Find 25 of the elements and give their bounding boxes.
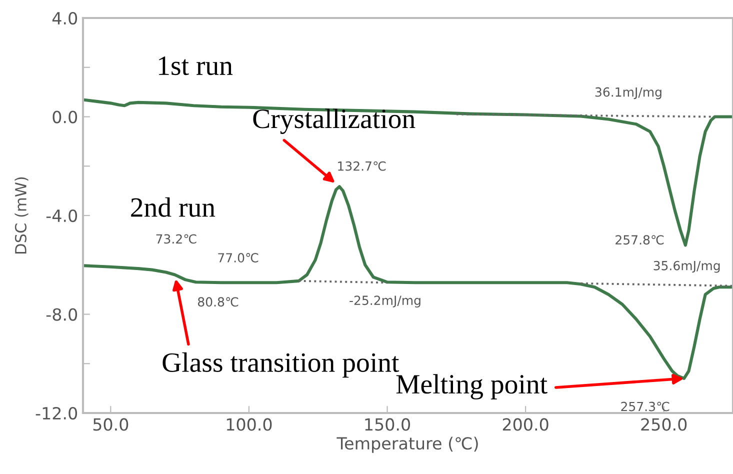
- annotation: Crystallization: [253, 108, 416, 134]
- x-tick-label: 200.0: [502, 418, 548, 431]
- annotation: 257.3℃: [621, 402, 670, 412]
- annotation: 2nd run: [131, 197, 216, 217]
- annotation: 36.1mJ/mg: [595, 87, 662, 100]
- x-tick-label: 100.0: [226, 418, 272, 431]
- annotation: 132.7℃: [338, 161, 386, 171]
- annotation: 1st run: [159, 56, 233, 76]
- y-tick-label: -12.0: [36, 406, 78, 420]
- annotation: 35.6mJ/mg: [654, 260, 720, 273]
- y-tick-label: 0.0: [52, 110, 78, 124]
- x-axis-title: Temperature (℃): [336, 436, 478, 453]
- x-tick-label: 50.0: [93, 418, 128, 431]
- annotation: 257.8℃: [616, 235, 664, 245]
- x-tick-label: 150.0: [365, 418, 410, 431]
- y-tick-label: -8.0: [46, 308, 78, 321]
- y-tick-label: 4.0: [52, 12, 78, 25]
- annotation: 73.2℃: [156, 234, 196, 244]
- annotation: -25.2mJ/mg: [350, 296, 420, 308]
- y-tick-label: -4.0: [46, 209, 78, 222]
- x-tick-label: 250.0: [641, 418, 687, 431]
- line-series: [83, 98, 733, 247]
- annotation: 77.0℃: [218, 253, 258, 262]
- annotation: 80.8℃: [198, 297, 238, 307]
- y-axis-title: DSC (mW): [14, 177, 28, 254]
